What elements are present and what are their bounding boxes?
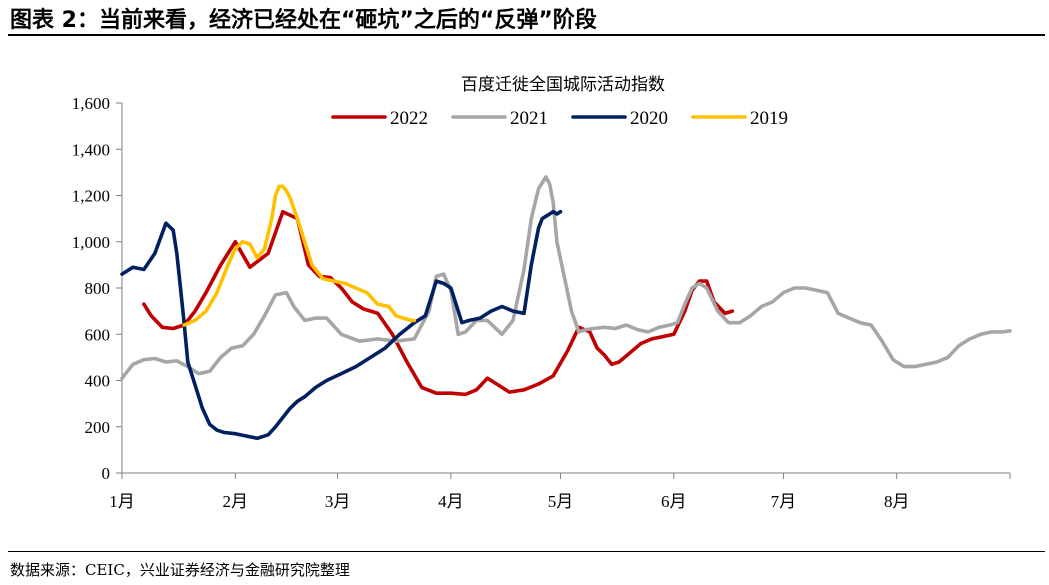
series-line-2020 — [120, 209, 563, 441]
x-tick-label: 3月 — [325, 492, 351, 511]
legend-label: 2020 — [630, 108, 668, 129]
y-tick-label: 0 — [102, 464, 111, 483]
x-tick-label: 6月 — [661, 492, 687, 511]
legend-label: 2021 — [510, 108, 548, 129]
y-tick-label: 600 — [85, 325, 111, 344]
y-tick-label: 800 — [85, 279, 111, 298]
x-tick-label: 8月 — [884, 492, 910, 511]
legend-label: 2019 — [750, 108, 788, 129]
legend: 2022 2021 2020 2019 — [331, 108, 788, 129]
legend-item-2019: 2019 — [691, 108, 788, 129]
legend-item-2021: 2021 — [451, 108, 548, 129]
y-tick-label: 1,200 — [72, 187, 110, 206]
series-line-2019 — [182, 184, 417, 327]
x-tick-label: 2月 — [223, 492, 249, 511]
source-note: 数据来源：CEIC，兴业证券经济与金融研究院整理 — [10, 561, 350, 579]
legend-label: 2022 — [390, 108, 428, 129]
x-tick-label: 7月 — [771, 492, 797, 511]
y-tick-label: 200 — [85, 418, 111, 437]
legend-item-2022: 2022 — [331, 108, 428, 129]
y-tick-label: 1,000 — [72, 233, 110, 252]
x-tick-label: 4月 — [438, 492, 464, 511]
title-rule — [8, 34, 1045, 36]
chart-title: 百度迁徙全国城际活动指数 — [461, 75, 665, 95]
source-rule — [8, 551, 1045, 552]
series-layer — [120, 175, 1012, 441]
x-tick-label: 5月 — [548, 492, 574, 511]
axes: 0 200 400 600 800 1,000 1,200 1,400 1,600 1月 2月 3月 4… — [72, 94, 1011, 511]
y-tick-label: 400 — [85, 372, 111, 391]
x-tick-label: 1月 — [109, 492, 135, 511]
legend-item-2020: 2020 — [571, 108, 668, 129]
series-line-2021 — [120, 175, 1012, 381]
y-tick-label: 1,400 — [72, 140, 110, 159]
y-tick-label: 1,600 — [72, 94, 110, 113]
series-line-2022 — [142, 209, 735, 397]
figure-title: 图表 2：当前来看，经济已经处在“砸坑”之后的“反弹”阶段 — [10, 8, 597, 33]
